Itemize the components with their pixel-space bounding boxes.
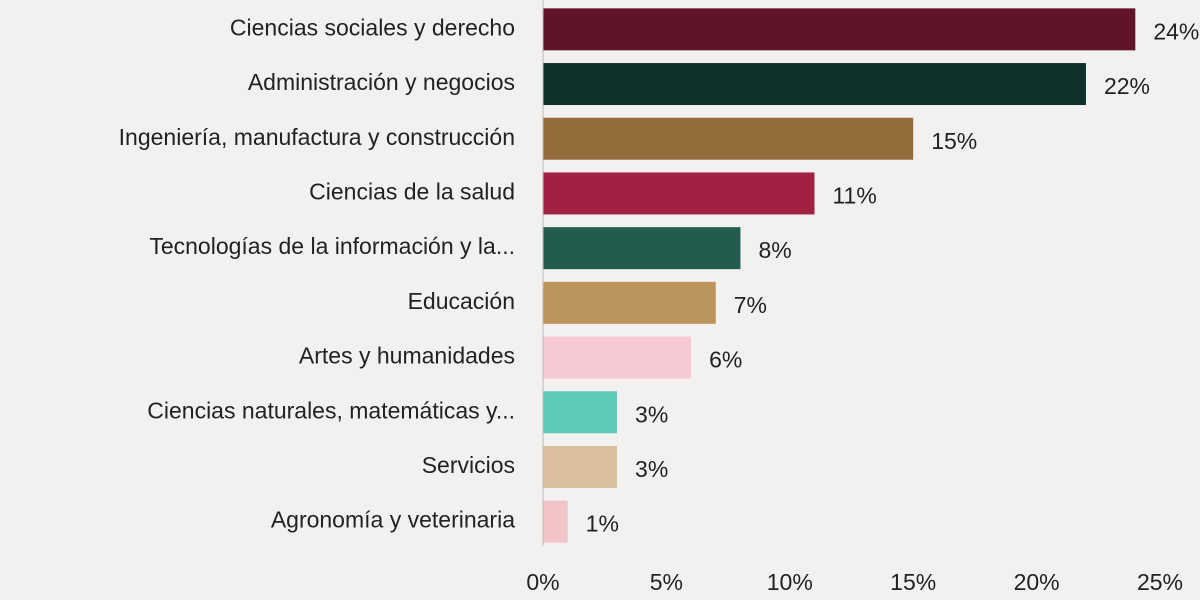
category-label: Ciencias de la salud bbox=[309, 179, 515, 205]
x-tick-label: 0% bbox=[526, 569, 559, 595]
category-label: Tecnologías de la información y la... bbox=[149, 233, 515, 259]
bar bbox=[543, 63, 1086, 106]
value-label: 3% bbox=[635, 401, 668, 427]
category-label: Agronomía y veterinaria bbox=[271, 507, 515, 533]
x-tick-label: 5% bbox=[650, 569, 683, 595]
category-label: Servicios bbox=[422, 452, 515, 478]
bar bbox=[543, 8, 1136, 51]
value-label: 24% bbox=[1153, 18, 1199, 44]
bar bbox=[543, 227, 741, 270]
category-label: Ciencias naturales, matemáticas y... bbox=[147, 397, 515, 423]
x-tick-label: 25% bbox=[1137, 569, 1183, 595]
x-tick-label: 15% bbox=[890, 569, 936, 595]
value-label: 6% bbox=[709, 347, 742, 373]
category-label: Administración y negocios bbox=[248, 69, 515, 95]
value-label: 3% bbox=[635, 456, 668, 482]
value-label: 15% bbox=[931, 128, 977, 154]
bar bbox=[543, 281, 716, 324]
bar bbox=[543, 445, 618, 488]
x-tick-label: 10% bbox=[767, 569, 813, 595]
category-label: Educación bbox=[408, 288, 515, 314]
value-label: 22% bbox=[1104, 73, 1150, 99]
bar bbox=[543, 336, 692, 379]
bar bbox=[543, 172, 815, 215]
value-label: 11% bbox=[832, 183, 876, 209]
value-label: 1% bbox=[586, 511, 619, 537]
bar bbox=[543, 500, 568, 543]
category-label: Ingeniería, manufactura y construcción bbox=[119, 124, 515, 150]
category-label: Artes y humanidades bbox=[299, 343, 515, 369]
category-label: Ciencias sociales y derecho bbox=[230, 14, 515, 40]
bar bbox=[543, 117, 914, 160]
x-tick-label: 20% bbox=[1014, 569, 1060, 595]
bar bbox=[543, 391, 618, 434]
value-label: 7% bbox=[734, 292, 767, 318]
value-label: 8% bbox=[758, 237, 791, 263]
